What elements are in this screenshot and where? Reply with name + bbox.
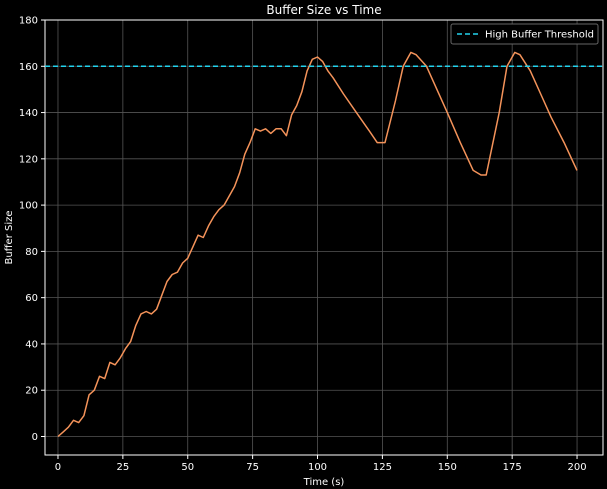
y-tick-label: 80 [25,247,38,258]
legend-box [450,23,599,45]
plot-frame [44,19,604,456]
gridlines [45,19,603,455]
x-axis-label: Time (s) [303,477,345,488]
x-tick-label: 100 [308,462,327,473]
y-tick-label: 20 [25,386,38,397]
y-tick-label: 180 [19,16,38,27]
y-axis: 0 20 40 60 80 100 120 140 160 180 [19,16,45,443]
y-tick-label: 140 [19,108,38,119]
y-axis-label: Buffer Size [4,210,15,264]
y-tick-label: 40 [25,339,38,350]
x-tick-label: 75 [246,462,259,473]
x-tick-label: 150 [438,462,457,473]
y-tick-label: 60 [25,293,38,304]
x-tick-label: 0 [55,462,61,473]
x-tick-label: 200 [567,462,586,473]
y-tick-label: 120 [19,154,38,165]
legend-label-threshold: High Buffer Threshold [485,30,594,41]
series-layer [45,51,603,438]
y-tick-label: 100 [19,201,38,212]
y-tick-label: 0 [32,432,38,443]
y-tick-label: 160 [19,62,38,73]
x-tick-label: 25 [116,462,129,473]
x-tick-label: 125 [373,462,392,473]
x-tick-label: 175 [503,462,522,473]
legend: High Buffer Threshold [450,23,599,45]
chart-title: Buffer Size vs Time [266,3,381,17]
x-axis: 0 25 50 75 100 125 150 175 200 [55,455,587,473]
buffer-size-line [57,51,578,438]
x-tick-label: 50 [181,462,194,473]
